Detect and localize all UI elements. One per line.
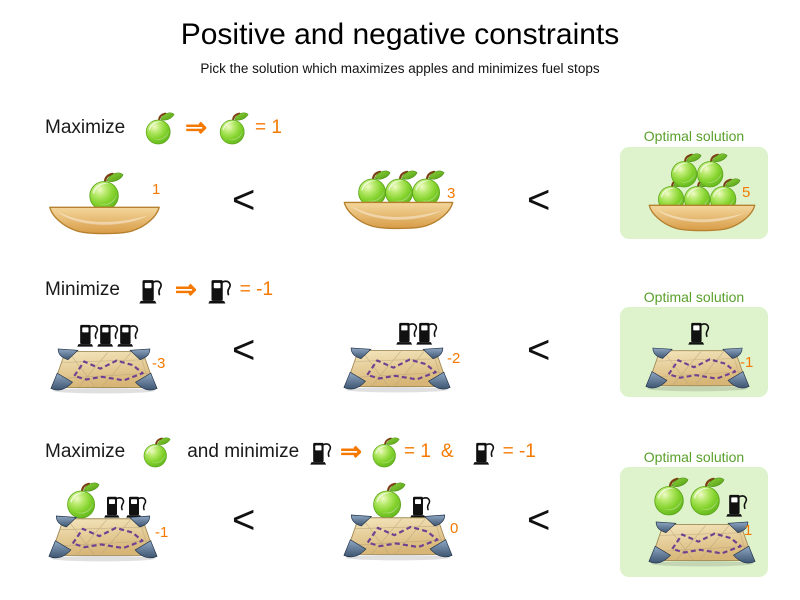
fuel-pump-icon [207, 277, 234, 304]
fuel-pump-icon [415, 320, 440, 345]
score-value: -1 [740, 354, 754, 371]
bowl-icon [343, 201, 454, 232]
constraint-label: and minimize [187, 441, 300, 462]
score-value: 3 [447, 185, 456, 202]
less-than-symbol: < [232, 178, 256, 222]
score-value: 5 [742, 184, 751, 201]
implies-arrow-icon: ⇒ [174, 274, 197, 304]
route-map-icon [48, 514, 158, 562]
apple-icon [217, 111, 249, 145]
optimal-solution-label: Optimal solution [643, 128, 745, 144]
constraint-maximize-and-minimize: Maximize and minimize ⇒ = 1 & = -1 [45, 434, 536, 470]
apple-icon [694, 152, 728, 188]
score-value: -3 [152, 355, 166, 372]
constraint-label: Maximize [45, 441, 126, 462]
optimal-solution-label: Optimal solution [643, 449, 745, 465]
apple-icon [143, 111, 175, 145]
apple-icon [86, 171, 124, 211]
route-map-icon [50, 347, 158, 394]
less-than-symbol: < [232, 498, 256, 542]
constraint-label: Minimize [45, 279, 120, 300]
score-value: -1 [155, 524, 169, 541]
page-title: Positive and negative constraints [180, 18, 620, 51]
fuel-pump-icon [472, 440, 497, 465]
bowl-icon [48, 206, 161, 237]
constraint-minimize-fuel: Minimize ⇒ = -1 [45, 272, 273, 308]
less-than-symbol: < [527, 498, 551, 542]
constraint-result: = -1 [239, 279, 274, 300]
bowl-icon [648, 204, 756, 234]
score-value: 1 [744, 522, 753, 539]
score-value: 1 [152, 181, 161, 198]
constraint-label: Maximize [45, 117, 126, 138]
route-map-icon [343, 346, 451, 393]
route-map-icon [648, 520, 756, 567]
fuel-pump-icon [309, 440, 334, 465]
score-value: -2 [447, 350, 461, 367]
fuel-pump-icon [687, 320, 712, 345]
implies-arrow-icon: ⇒ [340, 436, 362, 466]
fuel-pump-icon [725, 492, 750, 517]
fuel-pump-icon [116, 322, 141, 347]
constraint-result: = 1 [255, 117, 282, 138]
apple-icon [651, 476, 689, 516]
implies-arrow-icon: ⇒ [185, 112, 208, 142]
less-than-symbol: < [527, 178, 551, 222]
apple-icon [687, 476, 725, 516]
score-value: 0 [450, 520, 459, 537]
constraint-result: = 1 [403, 441, 431, 462]
optimal-solution-label: Optimal solution [643, 289, 745, 305]
route-map-icon [343, 513, 453, 561]
less-than-symbol: < [527, 328, 551, 372]
page-subtitle: Pick the solution which maximizes apples… [200, 61, 600, 76]
apple-icon [141, 436, 171, 468]
constraint-maximize-apples: Maximize ⇒ = 1 [45, 110, 282, 146]
less-than-symbol: < [232, 328, 256, 372]
constraint-result: = -1 [502, 441, 536, 462]
fuel-pump-icon [138, 277, 165, 304]
apple-icon [370, 436, 400, 468]
ampersand: & [440, 441, 454, 462]
route-map-icon [645, 346, 750, 392]
